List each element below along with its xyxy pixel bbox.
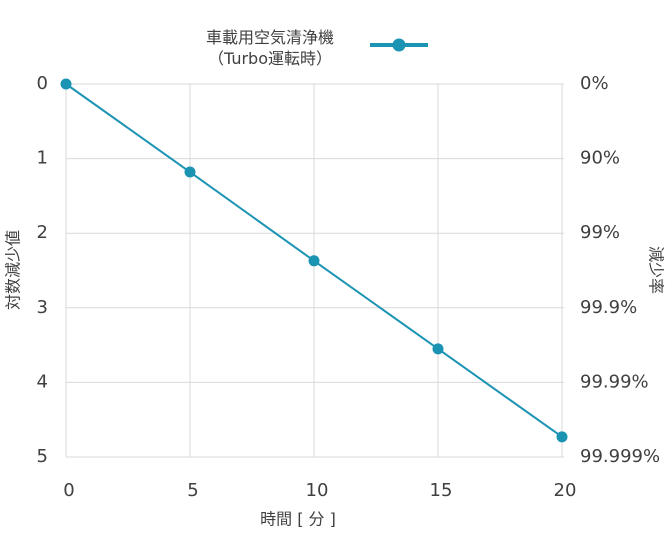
x-tick-label: 5 xyxy=(187,480,198,501)
y-tick-label: 3 xyxy=(37,297,48,318)
y2-tick-label: 99% xyxy=(580,222,620,243)
point xyxy=(60,78,72,90)
point xyxy=(184,166,196,178)
y-tick-label: 0 xyxy=(37,73,48,94)
point xyxy=(556,431,568,443)
x-tick-label: 10 xyxy=(306,480,329,501)
x-axis-label: 時間 [ 分 ] xyxy=(260,510,336,529)
y-tick-label: 2 xyxy=(37,222,48,243)
y-tick-label: 5 xyxy=(37,446,48,467)
y-tick-label: 1 xyxy=(37,148,48,169)
legend-label: 車載用空気清浄機 （Turbo運転時） xyxy=(205,28,334,68)
y-tick-label: 4 xyxy=(37,371,48,392)
y2-tick-label: 0% xyxy=(580,73,609,94)
y2-tick-label: 99.99% xyxy=(580,371,649,392)
y2-tick-label: 90% xyxy=(580,148,620,169)
y2-axis-label: 減少率 xyxy=(647,246,666,294)
y2-tick-label: 99.9% xyxy=(580,297,637,318)
y2-tick-label: 99.999% xyxy=(580,446,660,467)
x-tick-label: 15 xyxy=(430,480,453,501)
x-tick-label: 0 xyxy=(63,480,74,501)
point xyxy=(308,255,320,267)
point xyxy=(432,343,444,355)
x-tick-label: 20 xyxy=(554,480,577,501)
y-axis-label: 対数減少値 xyxy=(4,230,23,310)
legend-marker xyxy=(392,38,406,52)
